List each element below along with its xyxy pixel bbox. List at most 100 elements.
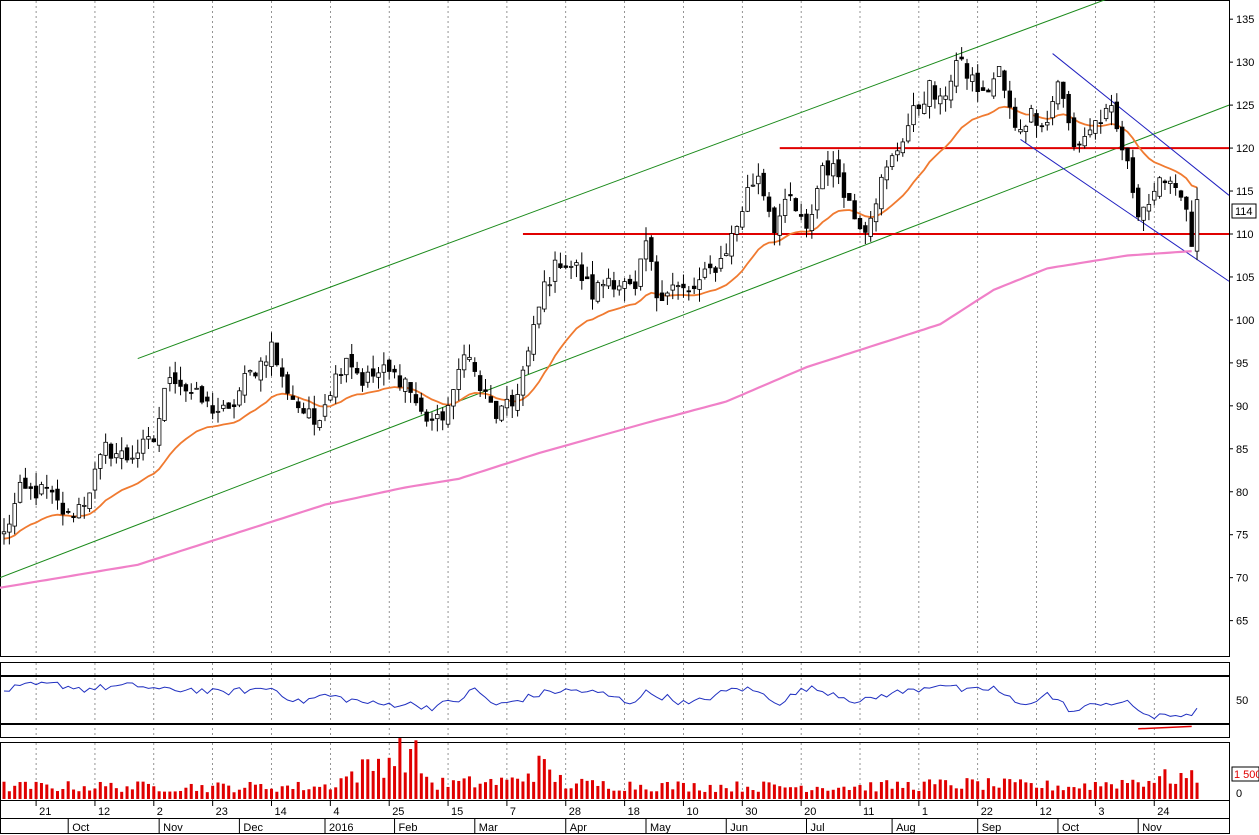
candle-body [445,405,451,425]
volume-bar [264,789,268,799]
candle-body [996,66,1002,77]
volume-bar [826,790,830,799]
volume-bar [1131,779,1135,799]
candle-body [622,281,627,289]
candle-body [1,531,7,535]
volume-bar [740,791,744,799]
volume-bar [1099,786,1103,799]
month-label: Jun [730,822,748,834]
volume-bar [371,770,375,799]
volume-bar [189,783,193,799]
candle-body [381,364,387,373]
candle-body [713,267,718,273]
candle-body [194,387,199,390]
down-channel-lower [1020,139,1230,282]
candle-body [167,377,173,384]
candle-body [483,389,488,392]
candle-body [269,341,274,367]
candle-body [135,452,140,459]
volume-bar [1056,785,1060,799]
candle-body [638,258,643,287]
volume-bar [2,781,6,799]
candle-body [290,395,296,400]
volume-bar [500,777,504,799]
volume-bar [933,784,937,799]
candle-body [1109,105,1114,113]
volume-bar [928,779,932,799]
candle-body [847,193,852,201]
volume-bar [895,781,899,799]
volume-bar [986,778,990,799]
date-tick-label: 22 [981,806,993,818]
volume-bar [890,788,894,799]
volume-bar [382,777,386,799]
volume-bar [542,759,546,799]
candle-body [1066,93,1071,124]
candle-body [108,443,114,459]
candle-body [788,194,793,197]
candle-body [1050,101,1055,119]
month-label: 2016 [329,822,353,834]
moving-averages [0,105,1198,589]
candle-body [563,265,568,268]
volume-bar [457,780,461,799]
volume-bar [494,784,498,799]
month-label: Feb [399,822,418,834]
candle-body [574,262,579,266]
volume-bar [1115,788,1119,799]
candle-body [338,374,344,376]
volume-bar [569,788,573,799]
candle-body [82,504,87,507]
candle-body [98,454,103,469]
candle-body [654,261,659,299]
candle-body [1162,180,1168,184]
price-tick-label: 70 [1236,573,1248,585]
volume-bar [291,788,295,799]
candle-body [360,372,365,386]
candle-body [831,163,836,177]
candle-body [1045,122,1050,126]
volume-bar [195,790,199,799]
volume-tick-label: 0 [1236,788,1242,800]
volume-bar [366,759,370,799]
candle-body [889,155,895,167]
volume-bar [537,755,541,799]
volume-bar [660,783,664,799]
candle-body [28,486,33,489]
volume-bar [34,781,38,799]
volume-bar [462,778,466,799]
month-label: May [650,822,671,834]
volume-bar [104,786,108,799]
candle-body [344,357,349,376]
candle-body [258,360,263,381]
volume-bar [1184,778,1188,799]
month-label: Mar [479,822,498,834]
candle-body [55,488,60,501]
volume-bar [805,791,808,799]
candle-body [841,172,847,198]
volume-bar [50,788,54,799]
volume-bar [526,773,530,799]
candle-body [124,447,130,461]
candle-body [477,375,483,391]
candle-body [231,404,237,407]
volume-bar [1029,783,1033,799]
candle-body [1178,190,1184,198]
price-tick-label: 90 [1236,401,1248,413]
volume-bar [1147,780,1151,799]
last-price-box [1231,203,1257,219]
volume-bar [489,778,493,799]
volume-bar [1077,788,1081,799]
price-tick-label: 65 [1236,616,1248,628]
volume-bar [350,771,354,799]
candle-body [1093,120,1098,134]
candle-body [312,408,317,425]
volume-bar [211,785,215,799]
volume-bar [938,779,942,799]
candle-body [804,213,809,229]
candle-body [392,368,397,373]
date-tick-label: 2 [157,806,163,818]
volume-bar [253,784,257,799]
candle-body [440,411,445,421]
